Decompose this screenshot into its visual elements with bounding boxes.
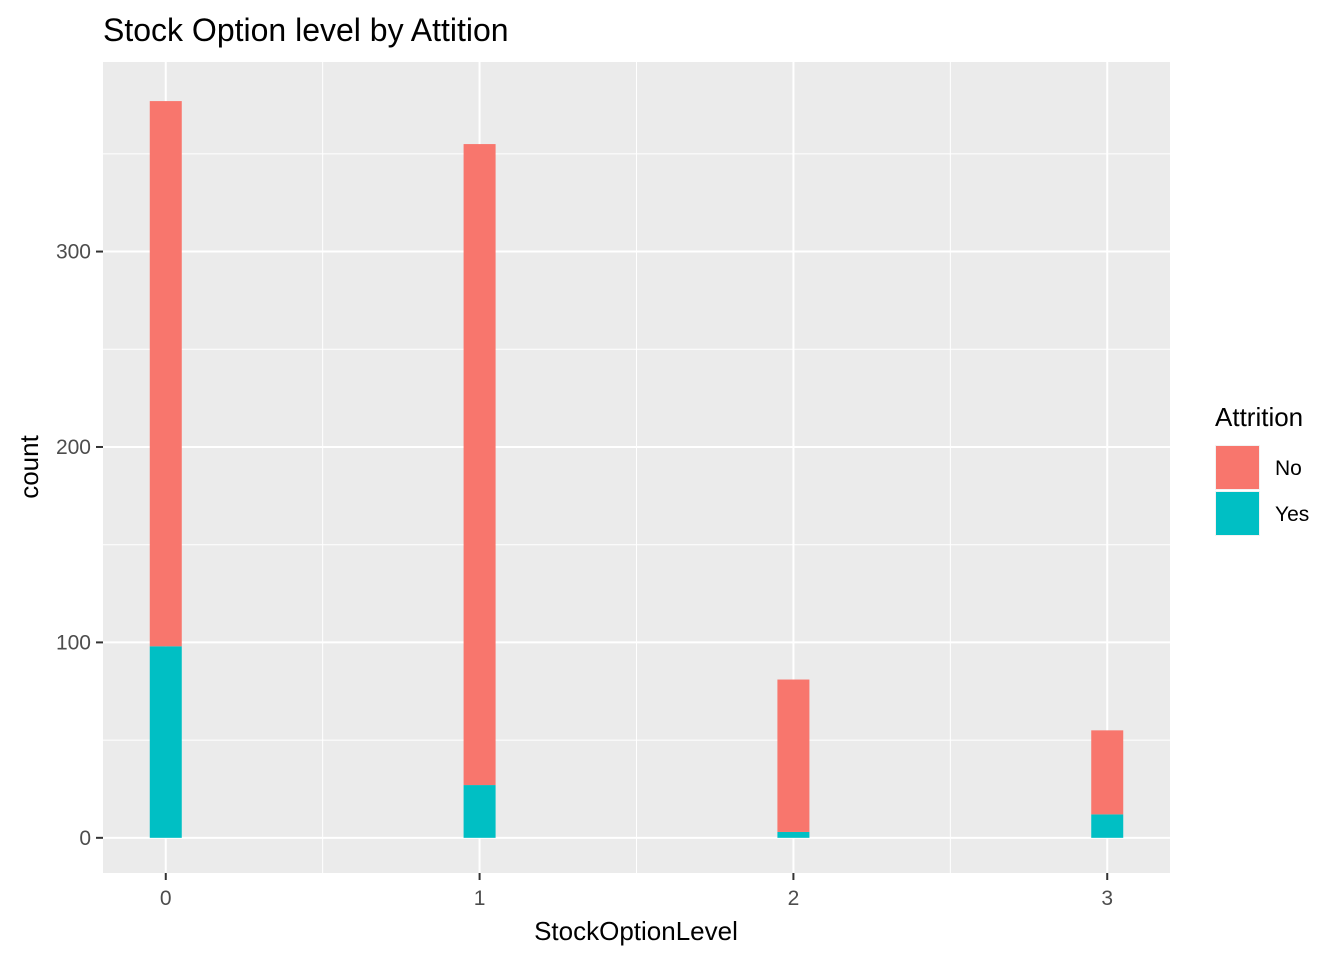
- bar-no-0: [149, 101, 182, 647]
- bar-yes-3: [1091, 814, 1124, 838]
- y-axis-title: count: [14, 434, 44, 498]
- legend-title: Attrition: [1215, 402, 1303, 432]
- legend-label-yes: Yes: [1275, 503, 1309, 526]
- bar-no-2: [777, 679, 810, 832]
- legend-label-no: No: [1275, 457, 1302, 480]
- legend-key-yes: [1216, 492, 1259, 535]
- x-tick-label: 1: [474, 887, 486, 910]
- x-tick-label: 3: [1101, 887, 1113, 910]
- legend-key-no: [1216, 446, 1259, 489]
- bar-no-1: [463, 144, 496, 786]
- bar-yes-0: [149, 646, 182, 838]
- x-tick-label: 0: [160, 887, 172, 910]
- minor-gridlines: [103, 62, 1170, 873]
- y-tick-label: 0: [79, 827, 91, 850]
- x-axis-title: StockOptionLevel: [534, 916, 738, 946]
- bar-yes-1: [463, 785, 496, 838]
- bars: [149, 101, 1124, 838]
- bar-yes-2: [777, 831, 810, 838]
- y-tick-label: 300: [56, 241, 91, 264]
- x-axis: 0 1 2 3: [160, 873, 1113, 910]
- legend: Attrition No Yes: [1215, 402, 1309, 536]
- y-tick-label: 100: [56, 631, 91, 654]
- x-tick-label: 2: [788, 887, 800, 910]
- y-axis: 0 100 200 300: [56, 241, 103, 850]
- bar-no-3: [1091, 730, 1124, 815]
- chart-title: Stock Option level by Attition: [103, 12, 509, 48]
- y-tick-label: 200: [56, 436, 91, 459]
- major-gridlines: [103, 62, 1170, 873]
